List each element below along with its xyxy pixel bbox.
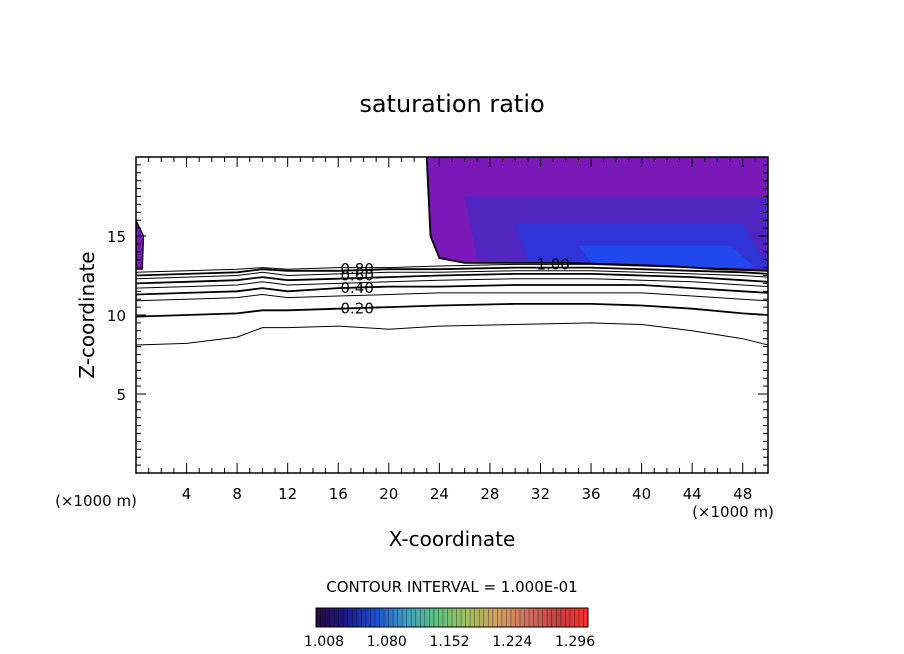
y-tick-label: 10 [107, 307, 126, 325]
contour-interval-label: CONTOUR INTERVAL = 1.000E-01 [326, 578, 577, 596]
contour-line [136, 278, 768, 289]
x-tick-label: 36 [581, 485, 600, 503]
contour-line [425, 157, 768, 272]
contour-label: 1.00 [536, 255, 569, 273]
x-tick-label: 28 [480, 485, 499, 503]
x-unit-label-right: (×1000 m) [692, 503, 774, 521]
y-tick-label: 15 [107, 228, 126, 246]
y-tick-label: 5 [116, 386, 126, 404]
x-tick-label: 8 [232, 485, 242, 503]
x-unit-label-left: (×1000 m) [55, 492, 137, 510]
contour-line [136, 302, 768, 318]
colorbar-label: 1.224 [492, 634, 532, 650]
contour-label: 0.20 [340, 300, 373, 318]
colorbar-label: 1.080 [367, 634, 407, 650]
colorbar-label: 1.008 [304, 634, 344, 650]
colorbar-label: 1.296 [555, 634, 595, 650]
x-tick-label: 12 [278, 485, 297, 503]
x-tick-label: 4 [182, 485, 192, 503]
x-tick-label: 48 [733, 485, 752, 503]
y-axis-label: Z-coordinate [75, 251, 99, 378]
contour-labels: 0.800.600.40 0.20 1.00 [340, 255, 569, 317]
x-tick-label: 16 [329, 485, 348, 503]
contour-line [136, 266, 768, 277]
colorbar-ticks [320, 608, 584, 627]
x-tick-label: 44 [683, 485, 702, 503]
contour-line [136, 322, 768, 346]
contour-line [136, 270, 768, 280]
x-axis-label: X-coordinate [389, 527, 516, 551]
x-tick-label: 40 [632, 485, 651, 503]
contour-line [136, 272, 768, 285]
supersaturation-fill [136, 157, 768, 272]
contour-label: 0.60 [340, 267, 373, 285]
axis-ticks [136, 157, 768, 473]
contour-line [136, 292, 768, 302]
supersaturation-shade [578, 245, 756, 268]
contour-label: 0.40 [340, 279, 373, 297]
colorbar-labels: 1.008 1.080 1.152 1.224 1.296 [304, 634, 595, 650]
x-tick-label: 20 [379, 485, 398, 503]
colorbar-label: 1.152 [429, 634, 469, 650]
x-tick-label: 24 [430, 485, 449, 503]
contour-line [136, 284, 768, 296]
chart-title: saturation ratio [359, 90, 544, 118]
contour-lines [136, 157, 768, 346]
x-tick-label: 32 [531, 485, 550, 503]
contour-label: 0.80 [340, 260, 373, 278]
supersaturated-region [136, 219, 145, 270]
